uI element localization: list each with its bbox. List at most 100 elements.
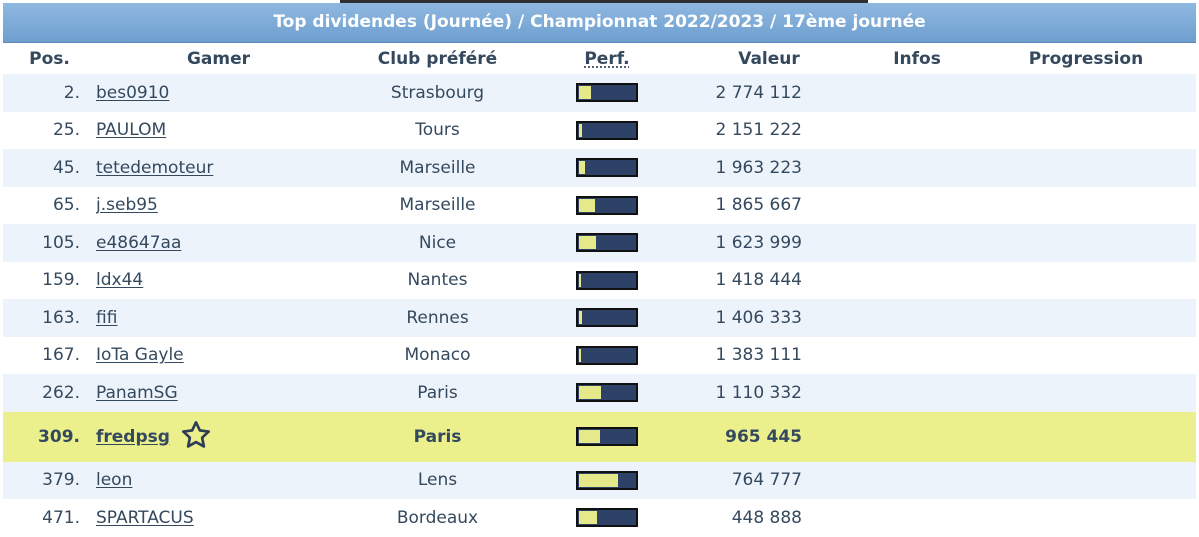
- cell-valeur: 1 110 332: [715, 382, 802, 403]
- table-title: Top dividendes (Journée) / Championnat 2…: [3, 3, 1196, 43]
- cell-club: Marseille: [399, 195, 476, 216]
- cell-perf: [534, 187, 680, 225]
- cell-club: Marseille: [399, 157, 476, 178]
- cell-pos: 379.: [42, 470, 80, 491]
- cell-infos: [858, 112, 976, 150]
- table-row: 25. PAULOM Tours 2 151 222: [3, 111, 1196, 150]
- cell-pos: 45.: [52, 157, 80, 178]
- gamer-link[interactable]: SPARTACUS: [96, 507, 194, 528]
- cell-club: Paris: [413, 426, 462, 447]
- cell-gamer: IoTa Gayle: [96, 337, 341, 375]
- cell-gamer: fredpsg: [96, 412, 341, 462]
- table-row: 45. tetedemoteur Marseille 1 963 223: [3, 149, 1196, 187]
- perf-bar-fill: [579, 123, 582, 137]
- cell-valeur: 1 963 223: [715, 157, 802, 178]
- cell-perf: [534, 149, 680, 187]
- cell-infos: [858, 337, 976, 375]
- gamer-link[interactable]: j.seb95: [96, 195, 158, 216]
- cell-gamer: SPARTACUS: [96, 499, 341, 537]
- star-outline-icon[interactable]: [180, 419, 212, 451]
- cell-pos: 159.: [42, 270, 80, 291]
- cell-pos: 163.: [42, 307, 80, 328]
- cell-infos: [858, 499, 976, 537]
- perf-bar: [576, 233, 638, 253]
- col-header-perf[interactable]: Perf.: [534, 43, 680, 74]
- cell-perf: [534, 262, 680, 300]
- perf-bar-fill: [579, 86, 592, 100]
- perf-bar-fill: [579, 198, 595, 212]
- perf-bar-fill: [579, 273, 582, 287]
- gamer-link[interactable]: ldx44: [96, 270, 144, 291]
- cell-perf: [534, 224, 680, 262]
- col-header-club[interactable]: Club préféré: [377, 48, 498, 69]
- cell-valeur: 1 418 444: [715, 270, 802, 291]
- cell-progression: [976, 112, 1196, 150]
- header-row: Pos. Gamer Club préféré Perf. Valeur Inf…: [3, 43, 1196, 74]
- col-header-pos[interactable]: Pos.: [29, 48, 70, 69]
- cell-perf: [534, 462, 680, 500]
- gamer-link[interactable]: fifi: [96, 307, 118, 328]
- gamer-link[interactable]: PanamSG: [96, 382, 178, 403]
- cell-valeur: 1 623 999: [715, 232, 802, 253]
- cell-valeur: 448 888: [731, 507, 802, 528]
- gamer-link[interactable]: bes0910: [96, 82, 170, 103]
- cell-progression: [976, 74, 1196, 112]
- perf-bar: [576, 470, 638, 490]
- table-row: 65. j.seb95 Marseille 1 865 667: [3, 186, 1196, 225]
- table-row: 262. PanamSG Paris 1 110 332: [3, 374, 1196, 412]
- perf-bar: [576, 345, 638, 365]
- cell-gamer: ldx44: [96, 262, 341, 300]
- perf-bar-fill: [579, 386, 602, 400]
- cell-club: Paris: [417, 382, 458, 403]
- cell-perf: [534, 74, 680, 112]
- perf-bar: [576, 308, 638, 328]
- col-header-valeur[interactable]: Valeur: [738, 48, 800, 69]
- gamer-link[interactable]: PAULOM: [96, 120, 167, 141]
- cell-perf: [534, 499, 680, 537]
- gamer-link[interactable]: IoTa Gayle: [96, 345, 184, 366]
- perf-bar: [576, 508, 638, 528]
- cell-infos: [858, 299, 976, 337]
- cell-progression: [976, 299, 1196, 337]
- col-header-perf-label[interactable]: Perf.: [584, 48, 630, 69]
- gamer-link[interactable]: tetedemoteur: [96, 157, 214, 178]
- table-row: 2. bes0910 Strasbourg 2 774 112: [3, 74, 1196, 112]
- cell-valeur: 965 445: [725, 426, 802, 447]
- table-row-current-user: 309. fredpsg Paris 965 445: [3, 411, 1196, 462]
- cell-valeur: 764 777: [731, 470, 802, 491]
- ranking-table: Pos. Gamer Club préféré Perf. Valeur Inf…: [3, 43, 1196, 537]
- cell-pos: 65.: [52, 195, 80, 216]
- cell-club: Nantes: [407, 270, 468, 291]
- perf-bar-fill: [579, 430, 601, 443]
- cell-perf: [534, 112, 680, 150]
- perf-bar: [576, 120, 638, 140]
- perf-bar: [576, 270, 638, 290]
- perf-bar-fill: [579, 511, 598, 525]
- cell-club: Lens: [417, 470, 458, 491]
- cell-perf: [534, 412, 680, 462]
- perf-bar-fill: [579, 348, 582, 362]
- cell-gamer: j.seb95: [96, 187, 341, 225]
- cell-gamer: fifi: [96, 299, 341, 337]
- cell-infos: [858, 374, 976, 412]
- cell-club: Bordeaux: [396, 507, 479, 528]
- perf-bar: [576, 83, 638, 103]
- cell-gamer: PanamSG: [96, 374, 341, 412]
- cell-gamer: PAULOM: [96, 112, 341, 150]
- cell-infos: [858, 149, 976, 187]
- cell-pos: 2.: [63, 82, 80, 103]
- cell-perf: [534, 374, 680, 412]
- window-top-strip: [340, 0, 868, 3]
- cell-progression: [976, 224, 1196, 262]
- cell-gamer: bes0910: [96, 74, 341, 112]
- col-header-gamer[interactable]: Gamer: [186, 48, 251, 69]
- cell-infos: [858, 74, 976, 112]
- cell-gamer: e48647aa: [96, 224, 341, 262]
- gamer-link[interactable]: leon: [96, 470, 133, 491]
- gamer-link[interactable]: fredpsg: [96, 426, 170, 447]
- cell-pos: 167.: [42, 345, 80, 366]
- cell-club: Strasbourg: [390, 82, 485, 103]
- cell-club: Monaco: [404, 345, 471, 366]
- cell-perf: [534, 299, 680, 337]
- gamer-link[interactable]: e48647aa: [96, 232, 182, 253]
